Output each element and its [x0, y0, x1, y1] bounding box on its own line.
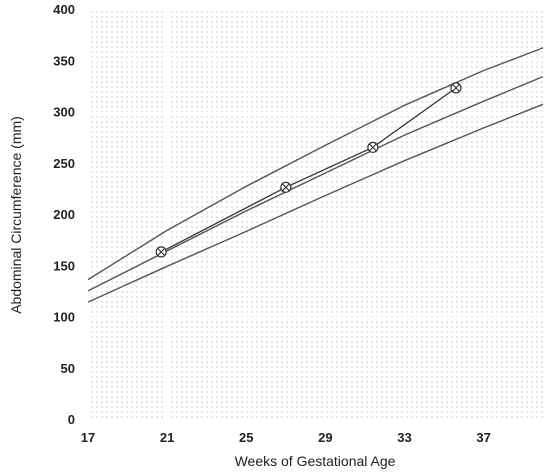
- data-point-marker: [450, 82, 462, 94]
- gridlines: [87, 9, 543, 421]
- y-tick-label: 400: [53, 2, 75, 17]
- x-tick-label: 25: [239, 430, 253, 445]
- x-tick-label: 37: [476, 430, 490, 445]
- y-tick-label: 150: [53, 258, 75, 273]
- x-tick-label: 29: [318, 430, 332, 445]
- y-tick-label: 350: [53, 53, 75, 68]
- y-axis-ticks: 0 50 100 150 200 250 300 350 400: [53, 2, 75, 427]
- x-axis-ticks: 17 21 25 29 33 37: [81, 430, 491, 445]
- y-tick-label: 200: [53, 207, 75, 222]
- y-tick-label: 0: [68, 412, 75, 427]
- x-tick-label: 33: [397, 430, 411, 445]
- reference-curves: [87, 47, 544, 303]
- x-tick-label: 17: [81, 430, 95, 445]
- data-point-marker: [155, 246, 167, 258]
- reference-curve: [87, 103, 544, 303]
- y-tick-label: 100: [53, 310, 75, 325]
- y-tick-label: 250: [53, 156, 75, 171]
- reference-curve: [87, 47, 544, 281]
- y-tick-label: 300: [53, 105, 75, 120]
- y-tick-label: 50: [61, 361, 75, 376]
- measurement-line: [160, 87, 457, 253]
- x-tick-label: 21: [160, 430, 174, 445]
- reference-curve: [87, 75, 544, 292]
- y-axis-title: Abdominal Circumference (mm): [8, 116, 24, 314]
- data-point-marker: [367, 141, 379, 153]
- data-point-marker: [280, 181, 292, 193]
- x-axis-title: Weeks of Gestational Age: [235, 453, 396, 469]
- measurement-series: [155, 82, 462, 258]
